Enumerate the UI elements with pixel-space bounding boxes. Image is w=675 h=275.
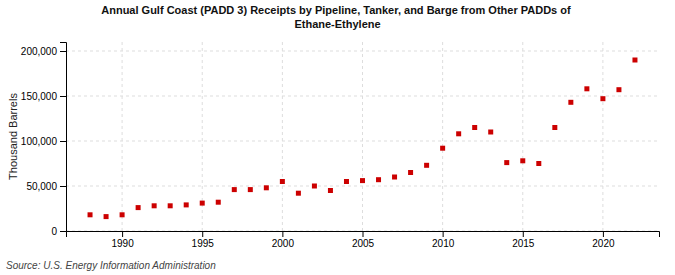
y-axis-title: Thousand Barrels [7, 93, 19, 180]
tick-label: 1995 [192, 238, 215, 249]
tick-mark [60, 51, 66, 52]
tick: 0 [51, 226, 66, 237]
tick-label: 2015 [512, 238, 535, 249]
tick: 150,000 [21, 91, 66, 102]
tick-label: 100,000 [21, 136, 58, 147]
tick: 1995 [192, 231, 215, 249]
tick: 100,000 [21, 136, 66, 147]
tick-mark [60, 141, 66, 142]
grid-line-x [442, 42, 443, 231]
tick-mark [523, 231, 524, 237]
tick-label: 2020 [592, 238, 615, 249]
point [360, 178, 365, 183]
point [568, 100, 573, 105]
grid-line-x [282, 42, 283, 231]
point [440, 146, 445, 151]
tick: 50,000 [26, 181, 66, 192]
point [424, 163, 429, 168]
grid-line-x [602, 42, 603, 231]
tick-mark [363, 231, 364, 237]
point [344, 179, 349, 184]
title: Annual Gulf Coast (PADD 3) Receipts by P… [101, 4, 573, 30]
tick-label: 2000 [272, 238, 295, 249]
point [552, 125, 557, 130]
grid-line-x [522, 42, 523, 231]
tick-mark [282, 231, 283, 237]
tick-label: 150,000 [21, 91, 58, 102]
tick-label: 50,000 [26, 181, 57, 192]
point [280, 179, 285, 184]
point [232, 187, 237, 192]
points [88, 58, 638, 220]
tick-mark [60, 186, 66, 187]
grid-line-x [362, 42, 363, 231]
point [248, 187, 253, 192]
point [536, 161, 541, 166]
source: Source: U.S. Energy Information Administ… [6, 260, 216, 271]
point [632, 58, 637, 63]
grid-line-x [122, 42, 123, 231]
point [184, 202, 189, 207]
point [456, 131, 461, 136]
point [488, 130, 493, 135]
point [504, 160, 509, 165]
point [376, 177, 381, 182]
tick-label: 200,000 [21, 46, 58, 57]
point [312, 184, 317, 189]
point [328, 188, 333, 193]
tick: 2005 [352, 231, 375, 249]
point [520, 158, 525, 163]
axis-line [60, 43, 67, 232]
point [88, 212, 93, 217]
tick-mark [443, 231, 444, 237]
tick-mark [122, 231, 123, 237]
axis-line [67, 232, 660, 238]
point [600, 96, 605, 101]
point [472, 125, 477, 130]
chart: 1990 1995 2000 2005 2010 2015 2020 0 50,000 100,0… [0, 0, 675, 275]
tick-mark [202, 231, 203, 237]
point [200, 201, 205, 206]
tick-mark [60, 96, 66, 97]
point [392, 175, 397, 180]
point [136, 205, 141, 210]
point [120, 212, 125, 217]
tick-label: 2005 [352, 238, 375, 249]
point [408, 170, 413, 175]
tick: 2015 [512, 231, 535, 249]
y-axis: 0 50,000 100,000 150,000 200,000 [21, 43, 67, 237]
tick-label: 1990 [111, 238, 134, 249]
title-line: Annual Gulf Coast (PADD 3) Receipts by P… [101, 4, 571, 16]
tick: 2000 [272, 231, 295, 249]
tick-mark [60, 231, 66, 232]
tick-label: 0 [51, 226, 57, 237]
point [152, 203, 157, 208]
plot-area: 1990 1995 2000 2005 2010 2015 2020 0 50,000 100,0… [21, 42, 660, 249]
tick: 1990 [111, 231, 134, 249]
tick: 2010 [432, 231, 455, 249]
x-axis: 1990 1995 2000 2005 2010 2015 2020 [67, 231, 660, 249]
point [296, 191, 301, 196]
grid [66, 42, 659, 231]
title-line: Ethane-Ethylene [294, 18, 380, 30]
tick: 200,000 [21, 46, 66, 57]
tick-label: 2010 [432, 238, 455, 249]
point [584, 86, 589, 91]
point [616, 87, 621, 92]
tick-mark [603, 231, 604, 237]
tick: 2020 [592, 231, 615, 249]
point [168, 203, 173, 208]
point [104, 214, 109, 219]
point [216, 200, 221, 205]
point [264, 185, 269, 190]
